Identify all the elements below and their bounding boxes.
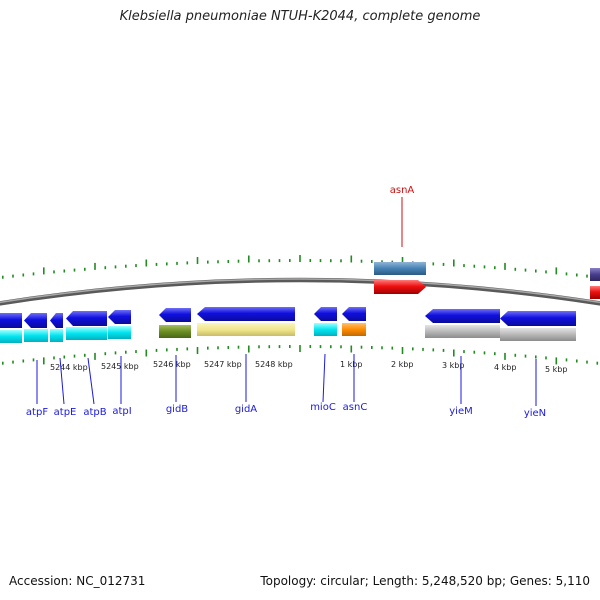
accession-info: Accession: NC_012731 xyxy=(9,574,145,588)
length-value: 5,248,520 bp xyxy=(421,574,502,588)
feature-gidB-arrow[interactable] xyxy=(159,308,191,322)
gene-label-gidA[interactable]: gidA xyxy=(235,404,257,415)
category-box-atpI xyxy=(108,326,131,339)
scale-label-5247kbp: 5247 kbp xyxy=(204,360,242,369)
topology-value: circular xyxy=(320,574,365,588)
category-box-atpE xyxy=(24,329,48,342)
label-line-mioC xyxy=(322,353,326,403)
category-box-yieN xyxy=(500,328,576,341)
feature-slate-edge xyxy=(590,268,600,281)
gene-label-atpB[interactable]: atpB xyxy=(83,407,106,418)
accession-prefix: Accession: xyxy=(9,574,73,588)
feature-atpB-small-arrow[interactable] xyxy=(50,313,63,328)
feature-atpI-arrow[interactable] xyxy=(108,310,131,324)
gene-label-atpI[interactable]: atpI xyxy=(112,406,131,417)
feature-yieM-arrow[interactable] xyxy=(425,309,500,323)
inner-label-lines xyxy=(36,353,537,406)
inner-gene-labels: atpF atpE atpB atpI gidB gidA mioC asnC … xyxy=(26,402,546,419)
category-box-yieM xyxy=(425,325,500,338)
length-prefix: Length: xyxy=(372,574,419,588)
feature-steel-top xyxy=(374,262,426,275)
label-line-atpE xyxy=(59,357,65,405)
gene-label-atpF[interactable]: atpF xyxy=(26,407,48,418)
gene-label-asnA[interactable]: asnA xyxy=(390,185,415,196)
genes-value: 5,110 xyxy=(555,574,590,588)
label-line-atpB xyxy=(87,357,95,405)
genes-prefix: Genes: xyxy=(509,574,552,588)
scale-label-3kbp: 3 kbp xyxy=(442,361,464,370)
feature-atpF-arrow[interactable] xyxy=(0,313,22,328)
feature-asnC-arrow[interactable] xyxy=(342,307,366,321)
gene-label-yieN[interactable]: yieN xyxy=(524,408,546,419)
scale-label-2kbp: 2 kbp xyxy=(391,360,413,369)
feature-atpB-arrow[interactable] xyxy=(66,311,107,326)
feature-red-edge xyxy=(590,286,600,299)
scale-label-1kbp: 1 kbp xyxy=(340,360,362,369)
category-box-gidB xyxy=(159,325,191,338)
feature-asnA-arrow[interactable] xyxy=(374,280,426,294)
inner-scale-ticks xyxy=(1,345,599,365)
scale-label-5248kbp: 5248 kbp xyxy=(255,360,293,369)
category-box-atpB xyxy=(66,327,107,340)
category-box-asnC xyxy=(342,323,366,336)
category-box-atpF xyxy=(0,330,22,343)
category-box-mioC xyxy=(314,323,337,336)
scale-label-5245kbp: 5245 kbp xyxy=(101,362,139,371)
feature-gidA-arrow[interactable] xyxy=(197,307,295,321)
genome-stats: Topology: circular; Length: 5,248,520 bp… xyxy=(260,574,590,588)
scale-label-5246kbp: 5246 kbp xyxy=(153,360,191,369)
genome-title: Klebsiella pneumoniae NTUH-K2044, comple… xyxy=(119,9,481,24)
category-box-atpB-small xyxy=(50,329,63,342)
feature-yieN-arrow[interactable] xyxy=(500,311,576,326)
gene-label-atpE[interactable]: atpE xyxy=(54,407,77,418)
scale-label-5kbp: 5 kbp xyxy=(545,365,567,374)
scale-label-5244kbp: 5244 kbp xyxy=(50,363,88,372)
outer-scale-ticks xyxy=(1,255,599,279)
accession-value: NC_012731 xyxy=(76,574,146,588)
topology-prefix: Topology: xyxy=(260,574,317,588)
feature-mioC-arrow[interactable] xyxy=(314,307,337,321)
scale-labels: 5244 kbp 5245 kbp 5246 kbp 5247 kbp 5248… xyxy=(50,360,567,374)
gene-label-gidB[interactable]: gidB xyxy=(166,404,188,415)
genome-backbone xyxy=(0,277,600,306)
category-box-gidA xyxy=(197,323,295,336)
gene-label-yieM[interactable]: yieM xyxy=(449,406,472,417)
scale-label-4kbp: 4 kbp xyxy=(494,363,516,372)
feature-atpE-arrow[interactable] xyxy=(24,313,47,328)
gene-label-asnC[interactable]: asnC xyxy=(343,402,368,413)
genome-backbone-highlight xyxy=(0,278,600,304)
gene-label-mioC[interactable]: mioC xyxy=(310,402,336,413)
